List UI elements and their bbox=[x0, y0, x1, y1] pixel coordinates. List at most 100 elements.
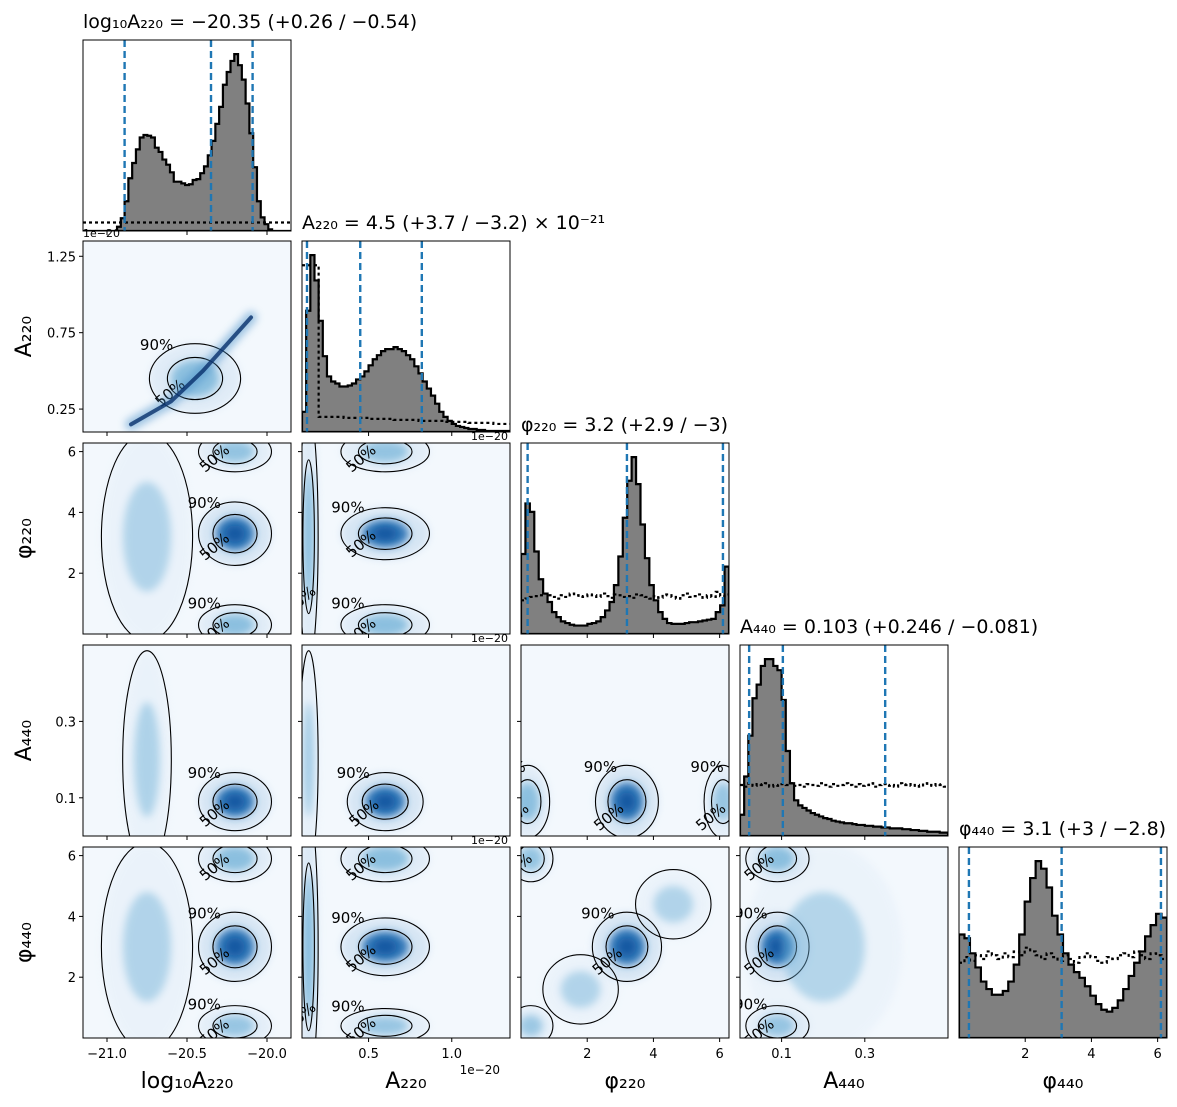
density-core bbox=[361, 614, 409, 634]
contour-90 bbox=[340, 917, 431, 977]
density-core bbox=[653, 886, 694, 923]
contour-label-90: 90% bbox=[188, 594, 221, 612]
contour-50 bbox=[212, 925, 258, 969]
density-peak bbox=[225, 525, 245, 543]
contour-50 bbox=[521, 847, 545, 874]
hist-panel-phi220: φ₂₂₀ = 3.2 (+2.9 / −3) bbox=[520, 414, 730, 638]
contour-90 bbox=[745, 1005, 810, 1038]
panel-frame bbox=[520, 442, 730, 635]
density-core bbox=[361, 443, 409, 463]
prior-histogram bbox=[302, 264, 510, 426]
contour-90 bbox=[521, 847, 554, 883]
x-axis-label-A440: A₄₄₀ bbox=[823, 1069, 865, 1094]
density-core bbox=[123, 892, 171, 1002]
density-core bbox=[215, 443, 255, 463]
panel-frame bbox=[301, 240, 511, 433]
x-tick-label: 4 bbox=[1087, 1047, 1095, 1062]
y-tick-label: 6 bbox=[68, 446, 76, 461]
title-phi220: φ₂₂₀ = 3.2 (+2.9 / −3) bbox=[521, 414, 728, 436]
x-tick-label: 0.1 bbox=[771, 1047, 792, 1062]
contour-90 bbox=[594, 764, 659, 836]
contour-label-90: 90% bbox=[734, 905, 767, 923]
panel-frame bbox=[739, 644, 949, 837]
prior-histogram bbox=[740, 782, 948, 788]
density-core bbox=[560, 971, 601, 1008]
contour-90 bbox=[302, 443, 319, 634]
contour-label-90: 90% bbox=[584, 758, 617, 776]
x-tick-label: 6 bbox=[715, 1047, 723, 1062]
contour-50 bbox=[357, 847, 413, 874]
contour-90 bbox=[197, 443, 273, 473]
contour-50 bbox=[607, 779, 647, 825]
panel-frame bbox=[520, 846, 730, 1039]
y-tick-label: 0.25 bbox=[47, 403, 76, 418]
contour-50 bbox=[212, 847, 258, 874]
contour-50 bbox=[212, 783, 258, 820]
contour-90 bbox=[302, 650, 319, 836]
density-core bbox=[361, 847, 409, 871]
posterior-histogram bbox=[521, 456, 729, 634]
density-core bbox=[134, 702, 160, 817]
y-axis-label-A220: A₂₂₀ bbox=[12, 316, 37, 358]
posterior-histogram bbox=[302, 254, 510, 432]
x-axis-label-phi220: φ₂₂₀ bbox=[605, 1069, 646, 1094]
y-tick-label: 1.25 bbox=[47, 250, 76, 265]
contour-50 bbox=[357, 1014, 413, 1037]
hist-panel-A440: A₄₄₀ = 0.103 (+0.246 / −0.081) bbox=[739, 616, 1038, 840]
contour-label-90: 90% bbox=[188, 995, 221, 1013]
contour-90 bbox=[745, 847, 810, 883]
x-tick-label: 0.5 bbox=[358, 1047, 379, 1062]
y-tick-label: 0.1 bbox=[55, 792, 76, 807]
density-core bbox=[123, 482, 171, 592]
contour-90 bbox=[197, 604, 273, 634]
contour-50 bbox=[357, 517, 413, 550]
panel-frame bbox=[301, 442, 511, 635]
panel-frame bbox=[739, 846, 949, 1039]
density-peak bbox=[769, 937, 786, 956]
x-tick-label: 2 bbox=[583, 1047, 591, 1062]
contour-90 bbox=[122, 650, 172, 836]
density-peak bbox=[225, 793, 245, 810]
density-core bbox=[521, 847, 543, 871]
contour-50 bbox=[166, 356, 224, 401]
y-axis-label-A440: A₄₄₀ bbox=[12, 720, 37, 762]
y-tick-label: 4 bbox=[68, 506, 76, 521]
x-tick-label: −21.0 bbox=[87, 1047, 127, 1062]
offset-label: 1e−20 bbox=[83, 227, 120, 240]
density-core bbox=[215, 1015, 255, 1037]
y-tick-label: 2 bbox=[68, 971, 76, 986]
density-core bbox=[303, 873, 314, 1020]
y-tick-label: 0.75 bbox=[47, 327, 76, 342]
panel-frame bbox=[301, 846, 511, 1039]
contour-90 bbox=[197, 1005, 273, 1038]
offset-label: 1e−20 bbox=[460, 1063, 500, 1077]
contour-90 bbox=[197, 847, 273, 883]
panel-frame bbox=[301, 644, 511, 837]
x-tick-label: −20.5 bbox=[167, 1047, 207, 1062]
offset-label: 1e−20 bbox=[471, 834, 508, 847]
contour-label-90: 90% bbox=[734, 995, 767, 1013]
x-tick-label: 1.0 bbox=[441, 1047, 462, 1062]
contour-50 bbox=[710, 779, 729, 825]
title-A440: A₄₄₀ = 0.103 (+0.246 / −0.081) bbox=[740, 616, 1038, 638]
hist-panel-A220: A₂₂₀ = 4.5 (+3.7 / −3.2) × 10⁻²¹ 1e−20 bbox=[301, 212, 605, 443]
contour-label-90: 90% bbox=[331, 909, 364, 927]
contour-50 bbox=[212, 513, 258, 554]
contour-label-90: 90% bbox=[140, 336, 173, 354]
density-ridge-core bbox=[129, 315, 253, 427]
contour-50 bbox=[212, 612, 258, 634]
contour-90 bbox=[148, 343, 242, 414]
offset-label: 1e−20 bbox=[471, 632, 508, 645]
contour-90 bbox=[340, 604, 430, 634]
contour-50 bbox=[357, 443, 413, 465]
y-tick-label: 4 bbox=[68, 910, 76, 925]
x-tick-label: 4 bbox=[649, 1047, 657, 1062]
density-core bbox=[215, 847, 255, 871]
x-tick-label: 2 bbox=[1021, 1047, 1029, 1062]
contour-label-90: 90% bbox=[331, 998, 364, 1016]
contour-label-90: 90% bbox=[331, 498, 364, 516]
density-peak bbox=[375, 793, 396, 810]
